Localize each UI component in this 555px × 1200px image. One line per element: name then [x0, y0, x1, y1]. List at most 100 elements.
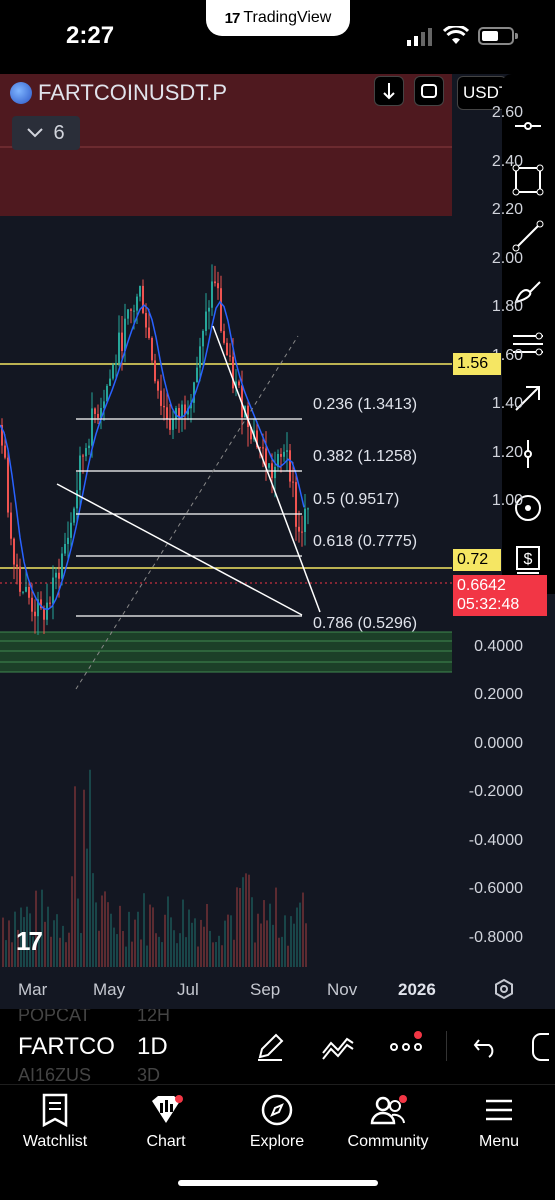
candle-body: [181, 404, 183, 418]
chart-area[interactable]: 0.236 (1.3413) 0.382 (1.1258) 0.5 (0.9517)…: [0, 74, 555, 1009]
battery-icon: [478, 27, 518, 45]
volume-bar: [8, 920, 10, 967]
volume-bar: [242, 877, 244, 967]
volume-bar: [158, 936, 160, 967]
candle-body: [157, 381, 159, 391]
level-low-price-tag: 0.72: [453, 549, 501, 571]
volume-bar: [290, 916, 292, 967]
fullscreen-button[interactable]: [526, 1029, 555, 1065]
symbol-header[interactable]: FARTCOINUSDT.P: [10, 80, 227, 106]
nav-explore[interactable]: Explore: [222, 1093, 332, 1151]
candle-body: [259, 447, 261, 449]
volume-bar: [80, 933, 82, 967]
volume-bar: [101, 895, 103, 967]
horizontal-line-tool[interactable]: [510, 108, 546, 144]
drawing-tools-button[interactable]: [250, 1029, 290, 1065]
symbol-selector[interactable]: FARTCO: [18, 1033, 115, 1060]
more-options-button[interactable]: [386, 1029, 426, 1065]
circle-tool[interactable]: [510, 490, 546, 526]
trend-line-tool[interactable]: [510, 218, 546, 254]
app-indicator-pill[interactable]: 17 TradingView: [206, 0, 350, 36]
volume-bar: [134, 919, 136, 967]
candle-body: [16, 564, 18, 567]
candle-body: [160, 390, 162, 406]
interval-selector[interactable]: 1D: [137, 1033, 168, 1060]
candle-body: [211, 281, 213, 308]
level-high-price-tag: 1.56: [453, 353, 501, 375]
nav-community[interactable]: Community: [333, 1093, 443, 1151]
volume-bar: [29, 913, 31, 967]
candle-body: [121, 332, 123, 352]
candle-body: [277, 454, 279, 467]
price-chart[interactable]: 0.236 (1.3413) 0.382 (1.1258) 0.5 (0.9517)…: [0, 74, 555, 1009]
rectangle-tool[interactable]: [510, 162, 546, 198]
indicators-collapse-button[interactable]: 6: [12, 116, 80, 150]
volume-bar: [215, 942, 217, 967]
volume-bar: [149, 904, 151, 967]
volume-bar: [2, 917, 4, 967]
currency-button[interactable]: USDT: [457, 76, 507, 110]
price-range-tool[interactable]: $: [510, 542, 546, 578]
volume-bar: [185, 937, 187, 967]
candle-body: [25, 586, 27, 592]
community-icon: [370, 1096, 405, 1125]
volume-bar: [128, 911, 130, 967]
candle-body: [100, 407, 102, 418]
volume-bar: [65, 942, 67, 967]
price-axis-label: 0.4000: [474, 637, 523, 655]
status-time: 2:27: [66, 22, 115, 49]
volume-bar: [38, 939, 40, 967]
volume-bar: [47, 906, 49, 967]
drawing-toolbar: $: [502, 74, 555, 594]
nav-menu[interactable]: Menu: [444, 1093, 554, 1151]
candle-body: [139, 285, 141, 297]
download-button[interactable]: [374, 76, 404, 106]
volume-bar: [305, 923, 307, 967]
volume-bar: [41, 889, 43, 967]
nav-watchlist[interactable]: Watchlist: [0, 1093, 110, 1151]
candle-body: [142, 285, 144, 314]
undo-icon: [473, 1039, 494, 1058]
candle-body: [82, 455, 84, 457]
tradingview-watermark-icon: 17: [16, 926, 43, 956]
candle-body: [34, 611, 36, 617]
volume-bar: [251, 897, 253, 967]
candle-body: [280, 454, 282, 457]
indicators-button[interactable]: [318, 1029, 358, 1065]
fib-level-label: 0.786 (0.5296): [313, 615, 417, 632]
candle-body: [304, 508, 306, 533]
volume-bar: [113, 927, 115, 967]
adjacent-interval-ghost: 3D: [137, 1065, 161, 1084]
parallel-channel-tool[interactable]: [510, 326, 546, 362]
candle-body: [43, 608, 45, 620]
candle-body: [1, 425, 3, 446]
adjacent-interval-ghost: 12H: [137, 1009, 171, 1025]
candle-body: [46, 602, 48, 620]
undo-button[interactable]: [466, 1029, 506, 1065]
replay-button[interactable]: [414, 76, 444, 106]
vertical-line-tool[interactable]: [510, 436, 546, 472]
candle-body: [196, 367, 198, 383]
price-axis-label: -0.4000: [468, 831, 523, 849]
volume-bar: [5, 940, 7, 967]
candle-body: [283, 451, 285, 457]
volume-bar: [212, 942, 214, 967]
volume-bar: [191, 922, 193, 967]
volume-bar: [137, 911, 139, 967]
volume-bar: [206, 903, 208, 967]
volume-bar: [254, 942, 256, 967]
price-axis-label: 2.20: [491, 201, 523, 218]
arrow-tool[interactable]: [510, 380, 546, 416]
settings-icon[interactable]: [493, 978, 515, 1000]
volume-bar: [125, 946, 127, 967]
candle-body: [238, 381, 240, 386]
candle-body: [268, 463, 270, 468]
brush-tool[interactable]: [510, 274, 546, 310]
nav-chart[interactable]: Chart: [111, 1093, 221, 1151]
candle-body: [307, 508, 309, 510]
volume-bar: [224, 920, 226, 967]
volume-bar: [110, 913, 112, 967]
volume-bar: [116, 934, 118, 967]
volume-bar: [17, 929, 19, 967]
candle-body: [190, 402, 192, 409]
